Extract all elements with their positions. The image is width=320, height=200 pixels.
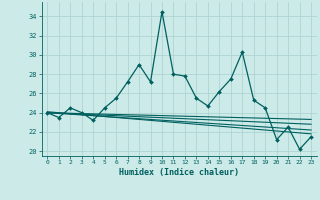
X-axis label: Humidex (Indice chaleur): Humidex (Indice chaleur) [119, 168, 239, 177]
